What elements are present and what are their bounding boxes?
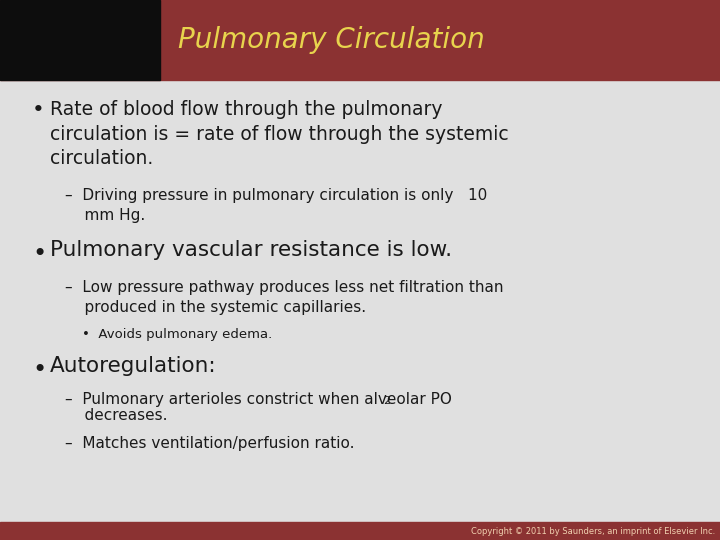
Bar [0,522,720,540]
Bar [0,0,720,80]
Text: –  Low pressure pathway produces less net filtration than
    produced in the sy: – Low pressure pathway produces less net… [65,280,503,315]
Text: Autoregulation:: Autoregulation: [50,356,217,376]
Text: 2: 2 [383,396,390,406]
Text: Copyright © 2011 by Saunders, an imprint of Elsevier Inc.: Copyright © 2011 by Saunders, an imprint… [471,527,715,536]
Bar [0,0,160,80]
Text: –  Driving pressure in pulmonary circulation is only   10
    mm Hg.: – Driving pressure in pulmonary circulat… [65,188,487,222]
Text: Pulmonary Circulation: Pulmonary Circulation [178,26,485,54]
Text: Rate of blood flow through the pulmonary
circulation is = rate of flow through t: Rate of blood flow through the pulmonary… [50,100,508,168]
Text: –  Matches ventilation/perfusion ratio.: – Matches ventilation/perfusion ratio. [65,436,354,451]
Text: •: • [32,358,46,382]
Text: •: • [32,100,45,120]
Text: –  Pulmonary arterioles constrict when alveolar PO: – Pulmonary arterioles constrict when al… [65,392,452,407]
Text: •  Avoids pulmonary edema.: • Avoids pulmonary edema. [82,328,272,341]
Text: decreases.: decreases. [65,408,168,423]
Text: Pulmonary vascular resistance is low.: Pulmonary vascular resistance is low. [50,240,452,260]
Text: •: • [32,242,46,266]
